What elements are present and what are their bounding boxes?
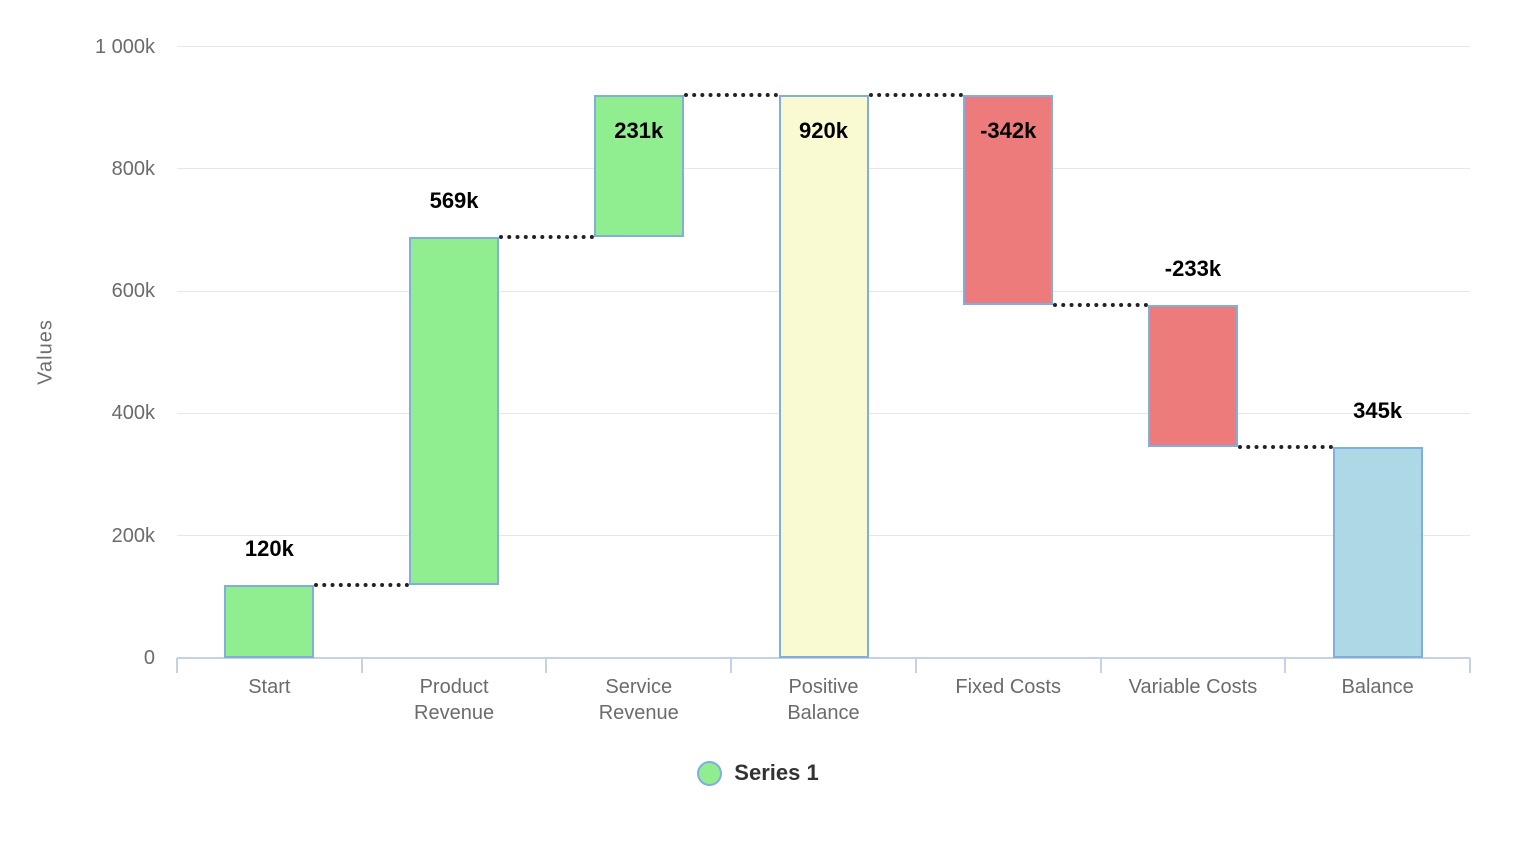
category-label-line: Service [605,676,673,698]
category-label-service-revenue: Service Revenue [546,674,731,726]
legend-item-series-1[interactable]: Series 1 [697,760,819,786]
value-label-positive-balance: 920k [799,118,848,144]
x-axis-tick [914,658,917,673]
connector-fixed-costs-to-variable-costs [1053,302,1148,307]
value-label-variable-costs: -233k [1164,255,1222,281]
x-axis-tick [545,658,548,673]
connector-service-revenue-to-positive-balance [683,93,779,98]
category-label-line: Revenue [414,702,495,724]
category-label-line: Fixed Costs [955,676,1061,698]
y-tick-label-400k: 400k [111,402,155,425]
bar-start[interactable] [224,584,315,658]
category-label-variable-costs: Variable Costs [1101,674,1286,700]
y-tick-label-800k: 800k [111,157,155,180]
category-label-positive-balance: Positive Balance [731,674,916,726]
y-tick-label-0: 0 [143,647,155,669]
bar-positive-balance[interactable] [778,95,869,658]
value-label-fixed-costs: -342k [980,118,1037,144]
legend-marker-circle-icon [697,760,723,786]
category-label-line: Balance [787,702,860,724]
x-axis-tick [1469,658,1471,673]
category-label-balance: Balance [1285,674,1470,700]
connector-product-revenue-to-service-revenue [499,234,594,239]
x-axis-tick [730,658,733,673]
x-axis-tick [176,658,178,673]
bar-variable-costs[interactable] [1147,304,1238,448]
category-label-fixed-costs: Fixed Costs [916,674,1101,700]
value-label-service-revenue: 231k [614,118,664,144]
category-label-line: Revenue [598,702,679,724]
value-label-balance: 345k [1353,398,1403,424]
category-label-product-revenue: Product Revenue [362,674,547,726]
category-label-line: Positive [788,676,859,698]
bar-balance[interactable] [1332,447,1423,658]
connector-start-to-product-revenue [314,582,410,587]
category-label-line: Product [419,676,489,698]
category-label-line: Start [248,676,291,698]
legend: Series 1 [0,760,1516,786]
legend-label: Series 1 [734,760,819,785]
connector-variable-costs-to-balance [1237,445,1333,450]
x-axis-tick [1099,658,1102,673]
value-label-start: 120k [244,535,294,561]
x-axis-line [177,657,1470,659]
x-axis-tick [360,658,363,673]
y-axis-title: Values [34,319,57,385]
y-tick-label-200k: 200k [111,524,155,547]
x-axis-tick [1284,658,1287,673]
bar-product-revenue[interactable] [409,236,500,585]
y-tick-label-1-000k: 1 000k [94,35,155,58]
category-label-line: Balance [1341,676,1414,698]
value-label-product-revenue: 569k [429,187,479,213]
bar-fixed-costs[interactable] [963,95,1054,305]
category-label-line: Variable Costs [1128,676,1258,698]
connector-positive-balance-to-fixed-costs [868,93,964,98]
bar-service-revenue[interactable] [593,95,684,237]
category-label-start: Start [177,674,362,700]
gridline-1-000k [177,46,1470,47]
y-tick-label-600k: 600k [111,280,155,303]
